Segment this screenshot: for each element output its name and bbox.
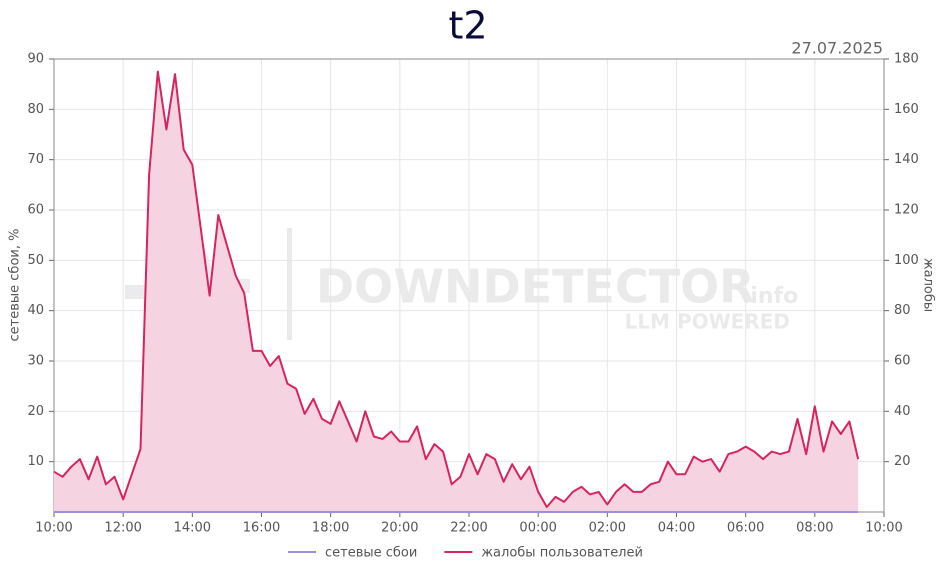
x-tick-label: 06:00 bbox=[727, 521, 764, 536]
date-label: 27.07.2025 bbox=[791, 39, 883, 58]
y-axis-label: сетевые сбои, % bbox=[8, 229, 23, 342]
watermark-text: DOWNDETECTOR bbox=[316, 260, 755, 314]
y2-tick-label: 120 bbox=[894, 203, 919, 218]
y-tick-label: 40 bbox=[27, 303, 44, 318]
y2-tick-label: 100 bbox=[894, 253, 919, 268]
y2-tick-label: 60 bbox=[894, 354, 911, 369]
watermark-text: .info bbox=[742, 284, 798, 309]
y-tick-label: 60 bbox=[27, 203, 44, 218]
y2-tick-label: 40 bbox=[894, 404, 911, 419]
y-tick-label: 30 bbox=[27, 354, 44, 369]
y-tick-label: 20 bbox=[27, 404, 44, 419]
watermark-text: LLM POWERED bbox=[625, 310, 790, 334]
y-tick-label: 70 bbox=[27, 152, 44, 167]
y2-tick-label: 160 bbox=[894, 102, 919, 117]
y2-tick-label: 20 bbox=[894, 454, 911, 469]
y-tick-label: 50 bbox=[27, 253, 44, 268]
area bbox=[54, 71, 859, 512]
x-tick-label: 16:00 bbox=[243, 521, 280, 536]
y-tick-label: 80 bbox=[27, 102, 44, 117]
x-tick-label: 10:00 bbox=[865, 521, 902, 536]
x-tick-label: 22:00 bbox=[450, 521, 487, 536]
watermark: DOWNDETECTOR .info LLM POWERED bbox=[125, 219, 798, 353]
legend-label: сетевые сбои bbox=[325, 546, 417, 561]
x-tick-label: 14:00 bbox=[174, 521, 211, 536]
legend-label: жалобы пользователей bbox=[481, 546, 643, 561]
y2-tick-label: 180 bbox=[894, 52, 919, 67]
y2-tick-label: 140 bbox=[894, 152, 919, 167]
x-tick-label: 20:00 bbox=[381, 521, 418, 536]
x-tick-label: 10:00 bbox=[35, 521, 72, 536]
x-tick-label: 08:00 bbox=[796, 521, 833, 536]
line bbox=[53, 70, 860, 508]
y2-tick-label: 80 bbox=[894, 303, 911, 318]
y2-axis-label: жалобы bbox=[921, 258, 936, 312]
x-tick-label: 02:00 bbox=[589, 521, 626, 536]
x-tick-label: 04:00 bbox=[658, 521, 695, 536]
chart-title: t2 bbox=[448, 4, 487, 48]
y-tick-label: 90 bbox=[27, 52, 44, 67]
x-tick-label: 00:00 bbox=[519, 521, 556, 536]
x-tick-label: 12:00 bbox=[104, 521, 141, 536]
y-tick-label: 10 bbox=[27, 454, 44, 469]
x-tick-label: 18:00 bbox=[312, 521, 349, 536]
